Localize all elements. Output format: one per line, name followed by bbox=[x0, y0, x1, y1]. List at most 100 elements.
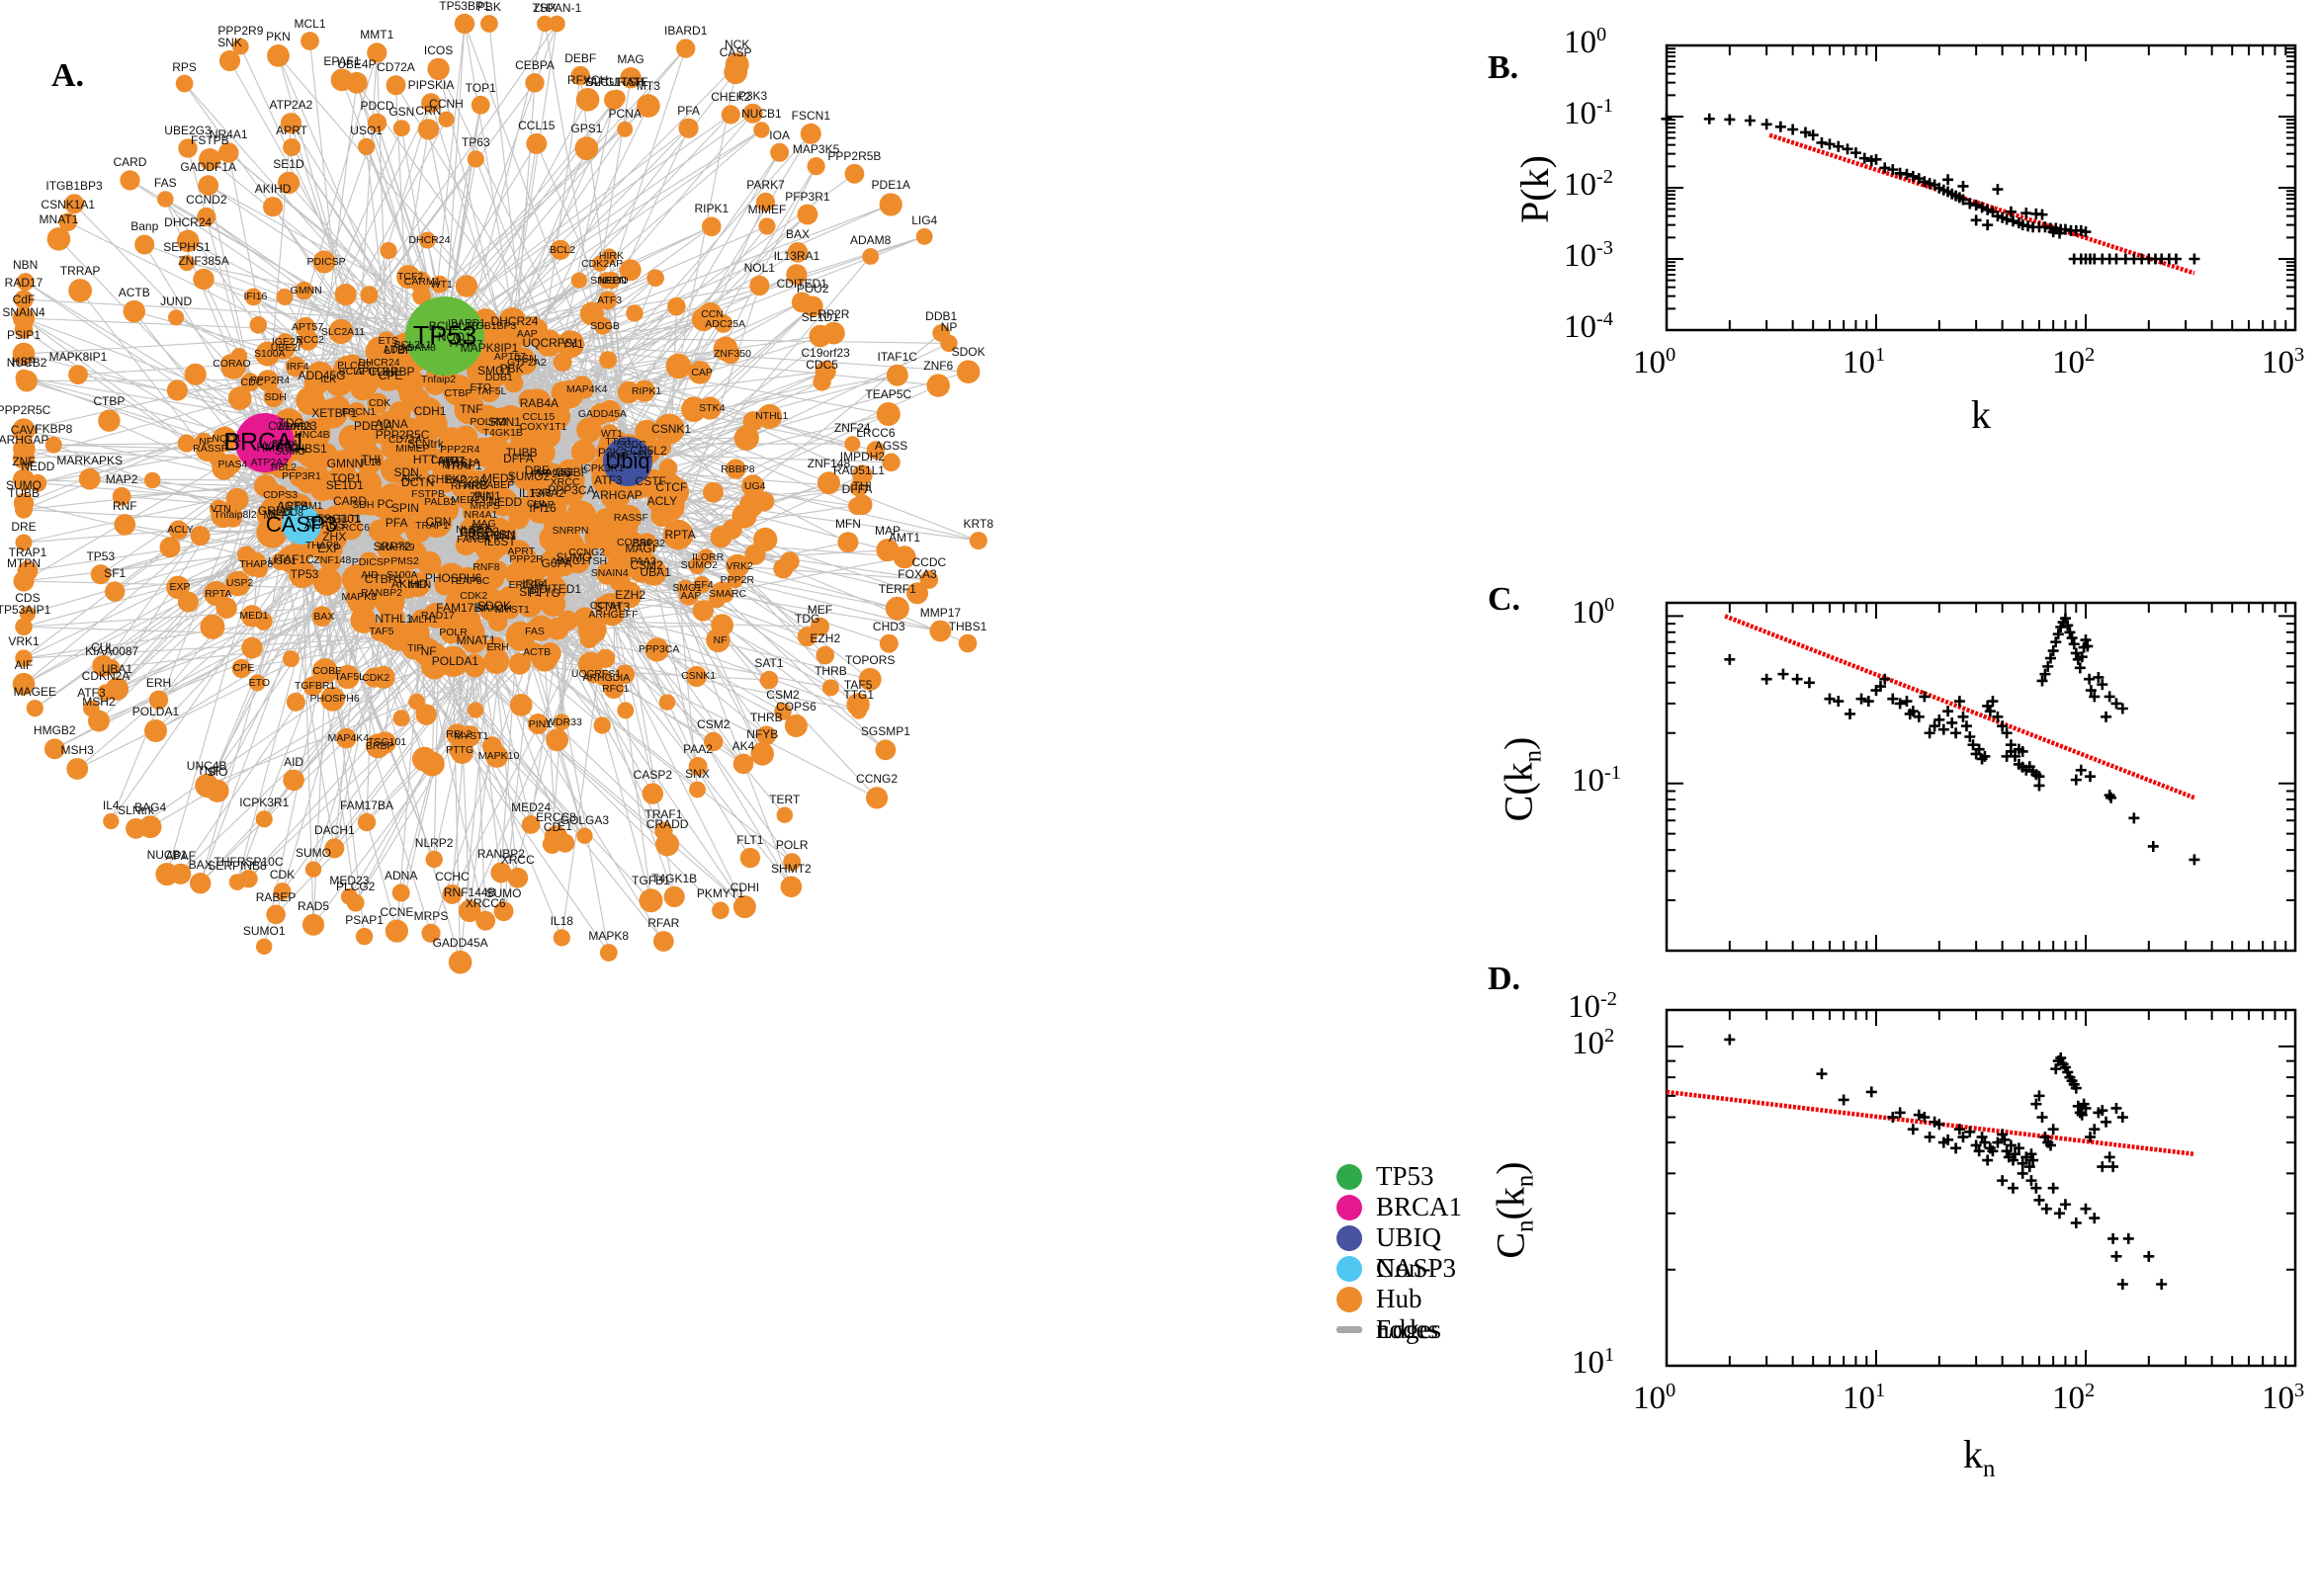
network-node[interactable] bbox=[448, 950, 472, 974]
network-node[interactable] bbox=[454, 13, 475, 35]
network-node[interactable] bbox=[570, 65, 590, 86]
network-node[interactable] bbox=[620, 67, 642, 89]
network-node[interactable] bbox=[744, 544, 766, 565]
network-node[interactable] bbox=[408, 693, 425, 711]
network-node[interactable] bbox=[726, 553, 750, 578]
network-node[interactable] bbox=[508, 508, 530, 530]
network-node[interactable] bbox=[334, 284, 357, 306]
network-node[interactable] bbox=[879, 633, 899, 653]
network-node[interactable] bbox=[786, 264, 808, 286]
network-node[interactable] bbox=[295, 316, 316, 338]
network-node[interactable] bbox=[599, 944, 618, 962]
network-node[interactable] bbox=[312, 250, 336, 274]
network-node[interactable] bbox=[755, 192, 776, 212]
network-node[interactable] bbox=[553, 929, 570, 947]
network-node[interactable] bbox=[195, 773, 219, 798]
network-node[interactable] bbox=[926, 374, 950, 397]
network-node[interactable] bbox=[283, 769, 304, 792]
network-node[interactable] bbox=[449, 741, 467, 760]
network-node[interactable] bbox=[403, 371, 426, 393]
network-node[interactable] bbox=[524, 315, 543, 335]
network-node[interactable] bbox=[446, 451, 469, 474]
network-node[interactable] bbox=[430, 275, 449, 294]
network-node[interactable] bbox=[527, 714, 549, 734]
network-node[interactable] bbox=[340, 887, 358, 905]
network-node[interactable] bbox=[421, 923, 441, 943]
network-node[interactable] bbox=[662, 519, 694, 550]
network-node[interactable] bbox=[14, 290, 34, 309]
network-node[interactable] bbox=[573, 607, 596, 630]
network-node[interactable] bbox=[224, 570, 251, 597]
network-node[interactable] bbox=[98, 409, 121, 432]
network-node[interactable] bbox=[692, 600, 714, 622]
network-node[interactable] bbox=[197, 207, 216, 227]
network-node[interactable] bbox=[482, 435, 509, 462]
network-node[interactable] bbox=[800, 123, 821, 144]
network-node[interactable] bbox=[815, 361, 836, 382]
network-node[interactable] bbox=[893, 546, 916, 569]
network-node[interactable] bbox=[317, 398, 348, 429]
network-node[interactable] bbox=[421, 93, 441, 113]
network-node[interactable] bbox=[646, 269, 664, 288]
network-node[interactable] bbox=[774, 703, 792, 720]
network-node[interactable] bbox=[385, 919, 408, 943]
network-node[interactable] bbox=[295, 281, 313, 300]
network-node[interactable] bbox=[263, 197, 284, 217]
network-node[interactable] bbox=[866, 787, 889, 809]
network-node[interactable] bbox=[750, 742, 774, 766]
network-node[interactable] bbox=[248, 674, 266, 692]
network-node[interactable] bbox=[686, 665, 708, 688]
network-node[interactable] bbox=[850, 703, 867, 719]
network-node[interactable] bbox=[732, 895, 756, 919]
network-node[interactable] bbox=[442, 375, 474, 406]
network-node[interactable] bbox=[176, 229, 200, 253]
network-node[interactable] bbox=[570, 439, 597, 464]
network-node[interactable] bbox=[816, 645, 835, 665]
network-node[interactable] bbox=[472, 404, 502, 435]
network-node[interactable] bbox=[742, 103, 763, 124]
network-node[interactable] bbox=[783, 853, 802, 872]
network-node[interactable] bbox=[688, 757, 708, 776]
network-node[interactable] bbox=[711, 581, 733, 603]
network-node[interactable] bbox=[598, 272, 615, 290]
network-node[interactable] bbox=[639, 888, 663, 913]
network-node[interactable] bbox=[144, 719, 167, 742]
network-node[interactable] bbox=[392, 120, 410, 137]
network-node[interactable] bbox=[678, 118, 699, 138]
network-node[interactable] bbox=[658, 459, 678, 477]
network-node[interactable] bbox=[168, 309, 185, 326]
network-node[interactable] bbox=[885, 596, 909, 621]
network-node[interactable] bbox=[355, 927, 374, 946]
network-node[interactable] bbox=[584, 527, 607, 549]
network-node[interactable] bbox=[463, 524, 487, 548]
network-node[interactable] bbox=[637, 94, 660, 118]
network-node[interactable] bbox=[357, 412, 386, 440]
network-node[interactable] bbox=[296, 385, 325, 415]
network-node[interactable] bbox=[640, 558, 667, 586]
network-node[interactable] bbox=[391, 883, 410, 902]
network-node[interactable] bbox=[112, 486, 131, 506]
hub-node-tp53[interactable] bbox=[405, 296, 484, 376]
network-node[interactable] bbox=[487, 368, 507, 387]
network-node[interactable] bbox=[822, 321, 845, 345]
network-node[interactable] bbox=[166, 575, 190, 600]
network-node[interactable] bbox=[726, 459, 746, 479]
network-node[interactable] bbox=[390, 459, 418, 486]
network-node[interactable] bbox=[940, 334, 958, 353]
network-node[interactable] bbox=[663, 885, 685, 908]
network-node[interactable] bbox=[288, 559, 317, 589]
network-node[interactable] bbox=[90, 564, 111, 585]
network-node[interactable] bbox=[733, 425, 759, 451]
network-node[interactable] bbox=[489, 517, 510, 538]
network-node[interactable] bbox=[543, 510, 575, 542]
network-node[interactable] bbox=[92, 654, 114, 677]
network-node[interactable] bbox=[277, 171, 301, 195]
network-node[interactable] bbox=[711, 614, 733, 636]
network-node[interactable] bbox=[241, 636, 263, 659]
network-node[interactable] bbox=[688, 556, 706, 574]
network-node[interactable] bbox=[534, 442, 556, 463]
network-node[interactable] bbox=[483, 648, 510, 674]
network-node[interactable] bbox=[227, 386, 252, 410]
network-node[interactable] bbox=[758, 217, 776, 235]
network-node[interactable] bbox=[190, 526, 211, 546]
